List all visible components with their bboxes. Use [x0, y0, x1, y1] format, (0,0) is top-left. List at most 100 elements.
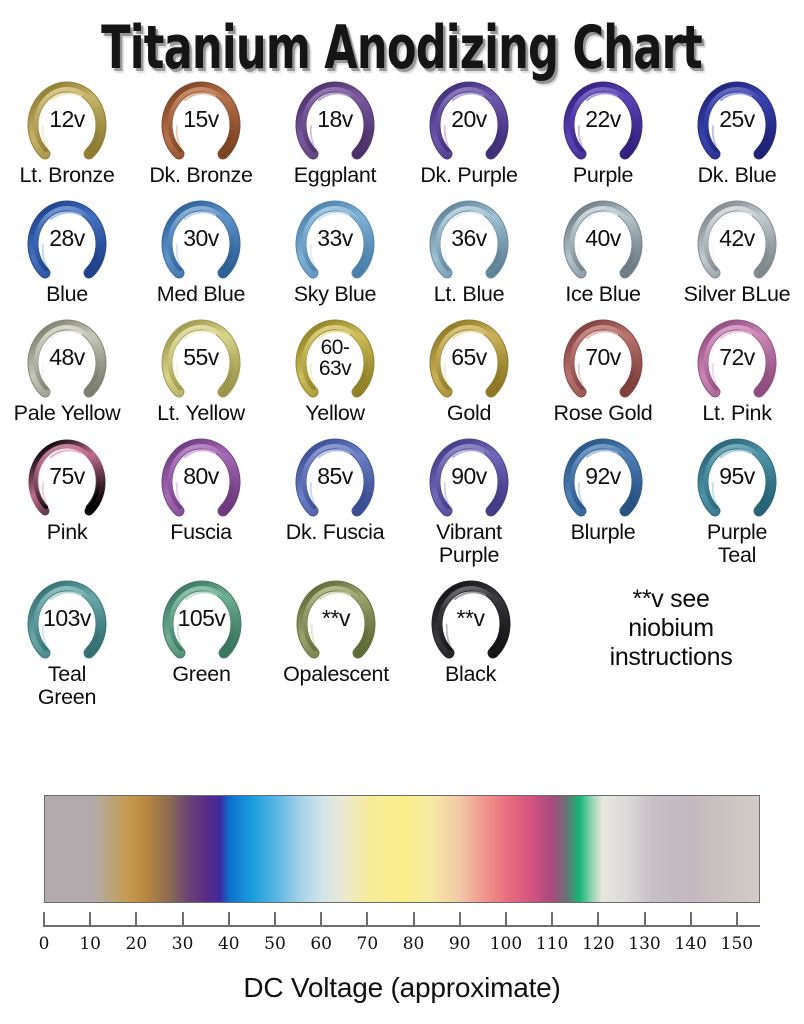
axis-tick — [551, 912, 554, 927]
color-name-label: Pale Yellow — [13, 401, 121, 425]
axis-tick-label: 90 — [448, 934, 471, 954]
color-swatch-purple[interactable]: 22v Purple — [540, 74, 666, 187]
color-swatch-pink[interactable]: 75v Pink — [4, 431, 130, 544]
color-name-label: Lt. Yellow — [157, 401, 245, 425]
spectrum-bar — [44, 795, 760, 903]
color-name-label: Yellow — [305, 401, 365, 425]
ring-icon: **v — [284, 573, 388, 665]
ring-icon: 70v — [551, 312, 655, 404]
color-swatch-ice-blue[interactable]: 40v Ice Blue — [540, 193, 666, 306]
color-name-label: Opalescent — [283, 662, 389, 686]
color-swatch-lt-pink[interactable]: 72v Lt. Pink — [674, 312, 800, 425]
swatch-row: 48v Pale Yellow 55v Lt. Yellow — [4, 312, 800, 425]
niobium-note-text: **v see niobium instructions — [609, 584, 733, 671]
color-swatch-eggplant[interactable]: 18v Eggplant — [272, 74, 398, 187]
color-name-label: Purple — [572, 163, 634, 187]
color-swatch-dk-bronze[interactable]: 15v Dk. Bronze — [138, 74, 264, 187]
axis-tick-label: 60 — [310, 934, 332, 954]
axis-tick — [458, 912, 461, 927]
color-name-label: Gold — [446, 401, 492, 425]
color-swatch-black[interactable]: **v Black — [408, 573, 534, 686]
swatch-row: 103v Teal Green 105v Green — [4, 573, 800, 709]
color-swatch-med-blue[interactable]: 30v Med Blue — [138, 193, 264, 306]
color-swatch-green[interactable]: 105v Green — [139, 573, 265, 686]
color-name-label: Lt. Blue — [433, 282, 505, 306]
axis-tick-label: 100 — [489, 934, 523, 954]
voltage-value: **v — [322, 604, 350, 631]
axis-tick — [320, 912, 323, 927]
color-swatch-blurple[interactable]: 92v Blurple — [540, 431, 666, 544]
voltage-value: 105v — [177, 604, 226, 631]
axis-tick — [366, 912, 369, 927]
color-name-label: Ice Blue — [565, 282, 641, 306]
color-swatch-lt-bronze[interactable]: 12v Lt. Bronze — [4, 74, 130, 187]
axis-tick — [43, 912, 45, 927]
swatch-row: 75v Pink 80v Fuscia — [4, 431, 800, 567]
voltage-value: 60- 63v — [318, 335, 352, 380]
voltage-value: 40v — [585, 224, 621, 251]
axis-tick — [689, 912, 692, 927]
color-swatch-lt-blue[interactable]: 36v Lt. Blue — [406, 193, 532, 306]
voltage-value: 12v — [49, 105, 85, 132]
ring-icon: 15v — [149, 74, 253, 166]
swatch-row: 12v Lt. Bronze 15v Dk. Bronze — [4, 74, 800, 187]
axis-tick-label: 140 — [674, 934, 707, 954]
axis-tick-label: 20 — [125, 934, 148, 954]
color-swatch-blue[interactable]: 28v Blue — [4, 193, 130, 306]
ring-icon: 80v — [149, 431, 253, 523]
voltage-value: 55v — [183, 343, 219, 370]
color-swatch-sky-blue[interactable]: 33v Sky Blue — [272, 193, 398, 306]
voltage-value: 75v — [49, 462, 85, 489]
ring-icon: 95v — [685, 431, 789, 523]
ring-icon: 72v — [685, 312, 789, 404]
color-name-label: Dk. Blue — [697, 163, 777, 187]
voltage-value: 92v — [585, 462, 621, 489]
color-swatch-pale-yellow[interactable]: 48v Pale Yellow — [4, 312, 130, 425]
axis-tick — [735, 912, 738, 927]
color-name-label: Lt. Pink — [702, 401, 772, 425]
ring-icon: 55v — [149, 312, 253, 404]
color-swatch-teal-green[interactable]: 103v Teal Green — [4, 573, 130, 709]
ring-icon: 103v — [15, 573, 119, 665]
color-name-label: Silver BLue — [683, 282, 791, 306]
color-swatch-fuscia[interactable]: 80v Fuscia — [138, 431, 264, 544]
axis-tick-labels: 0 10 20 30 40 50 60 70 80 90 100 110 120 130 140 150 — [39, 934, 760, 962]
color-name-label: Purple Teal — [706, 520, 768, 567]
color-swatch-rose-gold[interactable]: 70v Rose Gold — [540, 312, 666, 425]
color-swatch-silver-blue[interactable]: 42v Silver BLue — [674, 193, 800, 306]
color-name-label: Pink — [46, 520, 88, 544]
color-name-label: Dk. Bronze — [149, 163, 253, 187]
color-swatch-purple-teal[interactable]: 95v Purple Teal — [674, 431, 800, 567]
axis-tick — [412, 912, 415, 927]
page-title-container: Titanium Anodizing Chart — [0, 0, 804, 78]
color-name-label: Eggplant — [293, 163, 377, 187]
color-swatch-dk-blue[interactable]: 25v Dk. Blue — [674, 74, 800, 187]
niobium-note: **v see niobium instructions — [542, 573, 800, 683]
ring-icon: 105v — [150, 573, 254, 665]
voltage-value: 28v — [49, 224, 85, 251]
color-swatch-opalescent[interactable]: **v Opalescent — [273, 573, 399, 686]
ring-icon: 90v — [417, 431, 521, 523]
ring-icon: 28v — [15, 193, 119, 285]
color-swatch-lt-yellow[interactable]: 55v Lt. Yellow — [138, 312, 264, 425]
axis-tick — [135, 912, 138, 927]
ring-icon: 75v — [15, 431, 119, 523]
color-swatch-dk-fuscia[interactable]: 85v Dk. Fuscia — [272, 431, 398, 544]
ring-icon: 36v — [417, 193, 521, 285]
ring-icon: 22v — [551, 74, 655, 166]
ring-icon: 33v — [283, 193, 387, 285]
color-swatch-vibrant-purple[interactable]: 90v Vibrant Purple — [406, 431, 532, 567]
color-swatch-yellow[interactable]: 60- 63v Yellow — [272, 312, 398, 425]
color-swatch-gold[interactable]: 65v Gold — [406, 312, 532, 425]
swatch-grid: 12v Lt. Bronze 15v Dk. Bronze — [0, 74, 804, 709]
color-name-label: Sky Blue — [293, 282, 377, 306]
color-name-label: Blue — [46, 282, 88, 306]
color-name-label: Dk. Fuscia — [285, 520, 385, 544]
ring-icon: 20v — [417, 74, 521, 166]
color-swatch-dk-purple[interactable]: 20v Dk. Purple — [406, 74, 532, 187]
axis-tick-label: 40 — [217, 934, 240, 954]
voltage-value: 25v — [719, 105, 755, 132]
axis-tick-label: 50 — [264, 934, 286, 954]
color-name-label: Med Blue — [156, 282, 246, 306]
